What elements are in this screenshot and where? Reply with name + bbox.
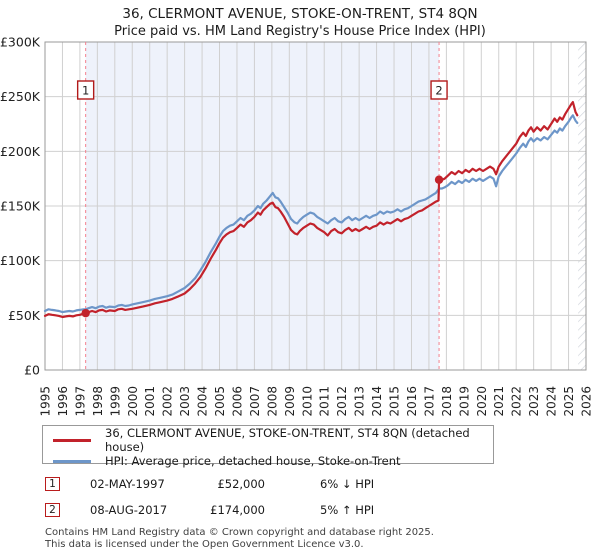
y-tick-label: £50K bbox=[8, 308, 41, 323]
x-tick-label: 2008 bbox=[265, 386, 279, 417]
y-tick-label: £250K bbox=[0, 89, 41, 104]
x-tick-label: 2005 bbox=[213, 386, 227, 417]
price-paid-line-swatch bbox=[53, 438, 91, 442]
transaction-row-1: 1 02-MAY-1997 £52,000 6% ↓ HPI bbox=[0, 477, 600, 495]
x-tick-label: 2017 bbox=[422, 386, 436, 417]
x-tick-label: 1995 bbox=[39, 386, 53, 417]
x-tick-label: 2011 bbox=[318, 386, 332, 417]
x-tick-label: 2024 bbox=[545, 386, 559, 417]
x-tick-label: 2014 bbox=[370, 386, 384, 417]
x-tick-label: 2004 bbox=[196, 386, 210, 417]
x-tick-label: 2015 bbox=[388, 386, 402, 417]
x-tick-label: 2000 bbox=[126, 386, 140, 417]
x-tick-label: 2023 bbox=[527, 386, 541, 417]
x-tick-label: 1998 bbox=[91, 386, 105, 417]
transaction-1-date: 02-MAY-1997 bbox=[90, 477, 165, 491]
x-tick-label: 2013 bbox=[353, 386, 367, 417]
y-tick-label: £300K bbox=[0, 35, 41, 50]
svg-text:2: 2 bbox=[435, 84, 442, 98]
plot-border bbox=[44, 41, 587, 371]
x-tick-label: 2021 bbox=[492, 386, 506, 417]
x-tick-label: 1997 bbox=[73, 386, 87, 417]
transaction-2-price: £174,000 bbox=[210, 503, 265, 517]
x-tick-label: 2018 bbox=[440, 386, 454, 417]
x-tick-label: 2022 bbox=[510, 386, 524, 417]
x-tick-label: 2020 bbox=[475, 386, 489, 417]
transaction-2-hpi-delta: 5% ↑ HPI bbox=[320, 503, 375, 517]
svg-text:1: 1 bbox=[82, 84, 89, 98]
sale-flag-1: 1 bbox=[76, 80, 95, 100]
hpi-line bbox=[43, 114, 579, 314]
x-tick-label: 2025 bbox=[562, 386, 576, 417]
x-tick-label: 2003 bbox=[178, 386, 192, 417]
transaction-2-date: 08-AUG-2017 bbox=[90, 503, 168, 517]
sale-dot-1 bbox=[81, 308, 90, 318]
transaction-1-hpi-delta: 6% ↓ HPI bbox=[320, 477, 375, 491]
transaction-1-marker: 1 bbox=[45, 477, 60, 491]
page-subtitle: Price paid vs. HM Land Registry's House … bbox=[114, 24, 486, 39]
page-title: 36, CLERMONT AVENUE, STOKE-ON-TRENT, ST4… bbox=[122, 6, 478, 22]
x-tick-label: 2012 bbox=[335, 386, 349, 417]
y-tick-label: £200K bbox=[0, 144, 41, 159]
x-tick-label: 2019 bbox=[457, 386, 471, 417]
sale-dot-2 bbox=[434, 175, 444, 184]
transaction-2-marker: 2 bbox=[45, 503, 60, 517]
x-tick-label: 2016 bbox=[405, 386, 419, 417]
license-footer: Contains HM Land Registry data © Crown c… bbox=[45, 527, 434, 551]
footer-line-1: Contains HM Land Registry data © Crown c… bbox=[45, 527, 434, 538]
y-tick-label: £100K bbox=[0, 253, 41, 268]
x-tick-label: 2007 bbox=[248, 386, 262, 417]
transaction-1-price: £52,000 bbox=[217, 477, 265, 491]
x-tick-label: 2010 bbox=[300, 386, 314, 417]
x-tick-label: 2001 bbox=[143, 386, 157, 417]
legend-item-price-paid: 36, CLERMONT AVENUE, STOKE-ON-TRENT, ST4… bbox=[53, 426, 493, 454]
transaction-row-2: 2 08-AUG-2017 £174,000 5% ↑ HPI bbox=[0, 503, 600, 521]
price-paid-line bbox=[43, 100, 579, 319]
x-tick-label: 2002 bbox=[161, 386, 175, 417]
x-tick-label: 2026 bbox=[580, 386, 594, 417]
x-tick-label: 2006 bbox=[230, 386, 244, 417]
x-tick-label: 2009 bbox=[283, 386, 297, 417]
legend-item-hpi: HPI: Average price, detached house, Stok… bbox=[53, 454, 493, 468]
hpi-line-swatch bbox=[53, 459, 91, 463]
y-tick-label: £150K bbox=[0, 199, 41, 214]
y-tick-label: £0 bbox=[24, 363, 40, 378]
x-tick-label: 1999 bbox=[108, 386, 122, 417]
sale-flag-2: 2 bbox=[430, 80, 448, 100]
footer-line-2: This data is licensed under the Open Gov… bbox=[45, 539, 364, 551]
legend-label-price-paid: 36, CLERMONT AVENUE, STOKE-ON-TRENT, ST4… bbox=[105, 426, 470, 454]
x-tick-label: 1996 bbox=[56, 386, 70, 417]
legend: 36, CLERMONT AVENUE, STOKE-ON-TRENT, ST4… bbox=[42, 425, 494, 468]
legend-label-hpi: HPI: Average price, detached house, Stok… bbox=[105, 454, 401, 468]
